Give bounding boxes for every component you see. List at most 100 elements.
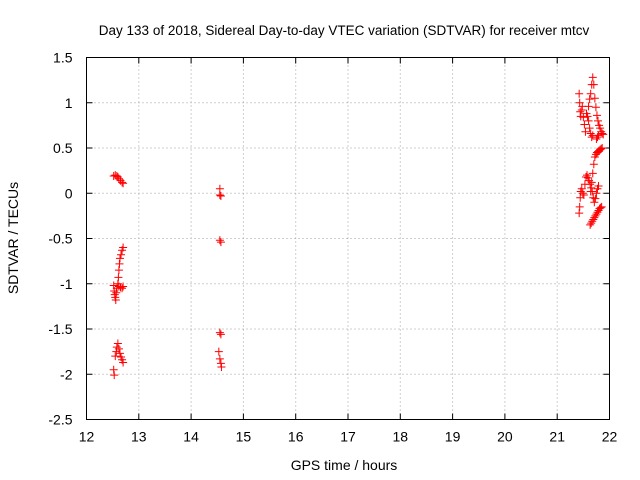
x-tick-label: 20 [497, 429, 513, 445]
data-point [216, 191, 225, 200]
data-point [112, 288, 121, 297]
data-point [575, 89, 584, 98]
data-point [591, 211, 600, 220]
data-point [584, 102, 593, 111]
data-point [113, 339, 122, 348]
data-point [119, 282, 128, 291]
y-tick-label: -2 [60, 366, 73, 382]
data-point [595, 204, 604, 213]
data-point [587, 183, 596, 192]
data-point [109, 365, 118, 374]
data-point [592, 210, 601, 219]
data-point [112, 343, 121, 352]
chart-title: Day 133 of 2018, Sidereal Day-to-day VTE… [99, 23, 590, 38]
data-point [592, 189, 601, 198]
x-tick-label: 22 [602, 429, 618, 445]
y-tick-label: -1.5 [48, 321, 72, 337]
data-point [575, 202, 584, 211]
data-points [109, 73, 608, 380]
data-point [581, 127, 590, 136]
data-point [110, 371, 119, 380]
data-point [586, 129, 595, 138]
data-point [115, 259, 124, 268]
data-point [589, 193, 598, 202]
data-point [111, 296, 120, 305]
x-tick-label: 13 [131, 429, 147, 445]
data-point [590, 213, 599, 222]
data-point [598, 129, 607, 138]
data-point [115, 349, 124, 358]
data-point [591, 103, 600, 112]
data-point [589, 160, 598, 169]
x-axis-tick-labels: 12 13 14 15 16 17 18 19 20 21 22 [79, 429, 618, 445]
data-point [596, 203, 605, 212]
data-point [587, 219, 596, 228]
data-point [596, 145, 605, 154]
data-point [575, 209, 584, 218]
data-point [588, 73, 597, 82]
data-point [114, 344, 123, 353]
x-tick-label: 12 [79, 429, 95, 445]
data-point [589, 80, 598, 89]
x-tick-label: 21 [549, 429, 565, 445]
x-tick-label: 19 [445, 429, 461, 445]
data-point [588, 169, 597, 178]
y-tick-label: -2.5 [48, 412, 72, 428]
y-tick-label: -1 [60, 276, 73, 292]
data-point [579, 191, 588, 200]
data-point [589, 215, 598, 224]
data-point [216, 330, 225, 339]
data-point [216, 359, 225, 368]
data-point [588, 217, 597, 226]
x-tick-label: 17 [340, 429, 356, 445]
data-point [576, 107, 585, 116]
data-point [115, 254, 124, 263]
x-tick-label: 18 [393, 429, 409, 445]
data-point [586, 220, 595, 229]
x-tick-label: 15 [236, 429, 252, 445]
data-point [214, 347, 223, 356]
y-tick-label: -0.5 [48, 231, 72, 247]
data-point [586, 180, 595, 189]
y-tick-label: 0 [65, 185, 73, 201]
data-point [585, 124, 594, 133]
data-point [577, 105, 586, 114]
data-point [597, 202, 606, 211]
data-point [117, 250, 126, 259]
data-point [119, 179, 128, 188]
data-point [217, 363, 226, 372]
data-point [118, 178, 127, 187]
data-point [119, 243, 128, 252]
data-point [598, 144, 607, 152]
data-point [578, 189, 587, 198]
data-point [584, 116, 593, 125]
data-point [590, 94, 599, 103]
data-point [118, 284, 127, 293]
data-point [216, 238, 225, 247]
data-point [592, 134, 601, 143]
data-point [587, 178, 596, 187]
data-point [586, 187, 595, 196]
data-point [593, 116, 602, 125]
y-axis-label: SDTVAR / TECUs [5, 182, 21, 294]
data-point [591, 194, 600, 203]
data-point [215, 354, 224, 363]
data-point [583, 112, 592, 121]
data-point [594, 182, 603, 191]
data-point [585, 95, 594, 104]
x-tick-label: 14 [183, 429, 199, 445]
data-point [119, 358, 128, 367]
data-point [597, 144, 606, 153]
data-point [599, 130, 608, 139]
data-point [215, 328, 224, 337]
y-tick-label: 1.5 [53, 50, 73, 66]
data-point [593, 208, 602, 217]
plot-frame [86, 57, 610, 420]
data-point [577, 184, 586, 193]
data-point [111, 352, 120, 361]
x-tick-label: 16 [288, 429, 304, 445]
data-point [114, 266, 123, 275]
data-point [593, 133, 602, 142]
data-point [586, 89, 595, 98]
data-point [215, 236, 224, 245]
